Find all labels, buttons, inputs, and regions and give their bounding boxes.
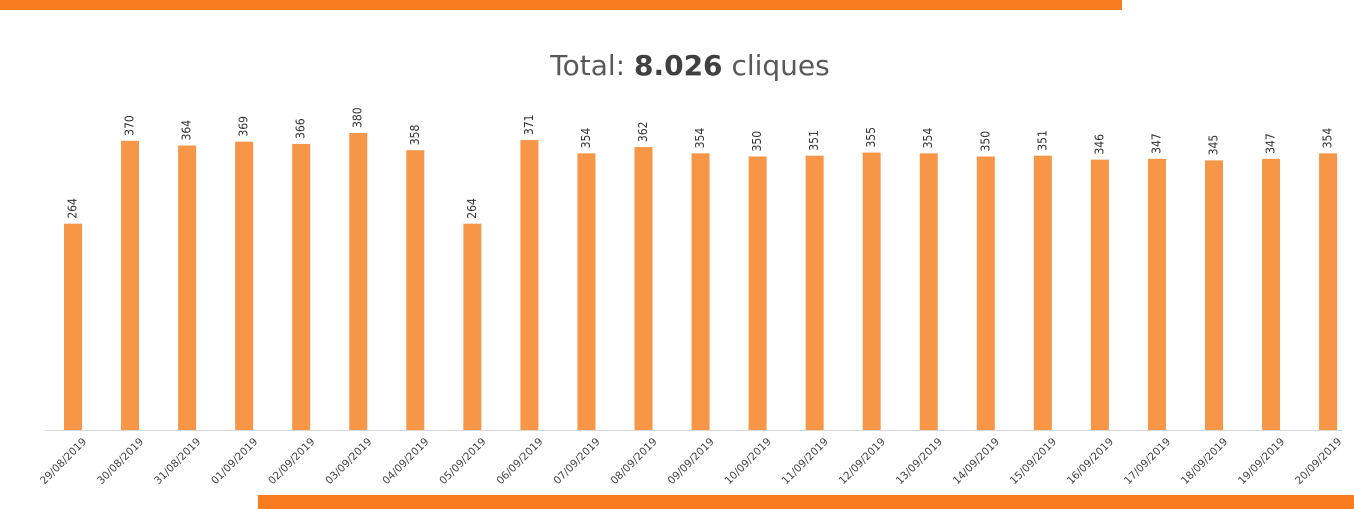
- bar: [634, 147, 653, 431]
- data-label: 358: [408, 124, 422, 145]
- bar: [976, 156, 995, 430]
- x-tick-label: 15/09/2019: [1008, 436, 1059, 487]
- x-tick-label: 16/09/2019: [1065, 436, 1116, 487]
- top-banner: [0, 0, 1122, 10]
- x-tick-label: 03/09/2019: [323, 436, 374, 487]
- x-tick-label: 07/09/2019: [551, 436, 602, 487]
- data-label: 351: [807, 130, 821, 151]
- bar: [178, 145, 197, 430]
- bar: [1147, 158, 1166, 430]
- title-label: Total:: [549, 49, 625, 82]
- data-label: 345: [1207, 135, 1221, 156]
- bar: [463, 223, 482, 430]
- data-label: 366: [294, 118, 308, 139]
- x-tick-label: 05/09/2019: [437, 436, 488, 487]
- data-label: 370: [123, 115, 137, 136]
- x-tick-label: 31/08/2019: [152, 436, 203, 487]
- x-tick-label: 10/09/2019: [723, 436, 774, 487]
- x-tick-label: 29/08/2019: [38, 436, 89, 487]
- bar: [1319, 153, 1338, 430]
- bar: [235, 141, 254, 430]
- x-tick-label: 11/09/2019: [780, 436, 831, 487]
- data-label: 351: [1035, 130, 1049, 151]
- bar: [406, 150, 425, 430]
- x-tick-label: 17/09/2019: [1122, 436, 1173, 487]
- data-label: 346: [1092, 134, 1106, 155]
- title-unit: cliques: [731, 49, 829, 82]
- x-tick-label: 18/09/2019: [1179, 436, 1230, 487]
- data-label: 371: [522, 114, 536, 135]
- bar: [1262, 158, 1281, 430]
- x-tick-label: 19/09/2019: [1236, 436, 1287, 487]
- bar: [64, 223, 82, 430]
- data-label: 264: [66, 198, 80, 219]
- bar: [520, 140, 539, 430]
- x-tick-label: 08/09/2019: [608, 436, 659, 487]
- x-tick-label: 20/09/2019: [1293, 436, 1344, 487]
- bar: [121, 140, 140, 430]
- bar: [862, 152, 881, 430]
- data-label: 347: [1264, 133, 1278, 154]
- data-label: 264: [465, 198, 479, 219]
- bar: [691, 153, 710, 430]
- bar: [919, 153, 938, 430]
- data-label: 355: [864, 127, 878, 148]
- chart-title: Total: 8.026 cliques: [549, 49, 830, 82]
- data-label: 364: [180, 120, 194, 141]
- x-tick-label: 06/09/2019: [494, 436, 545, 487]
- bottom-banner: [258, 495, 1354, 509]
- bar: [349, 133, 368, 430]
- x-tick-label: 01/09/2019: [209, 436, 260, 487]
- x-tick-label: 04/09/2019: [380, 436, 431, 487]
- data-label: 362: [636, 121, 650, 142]
- x-tick-label: 02/09/2019: [266, 436, 317, 487]
- data-label: 350: [978, 131, 992, 152]
- data-label: 354: [1321, 128, 1335, 149]
- bar: [1205, 160, 1223, 430]
- x-tick-label: 14/09/2019: [951, 436, 1002, 487]
- x-tick-label: 12/09/2019: [837, 436, 888, 487]
- data-label: 354: [693, 128, 707, 149]
- bar: [748, 156, 767, 430]
- bar: [1033, 155, 1052, 431]
- bar: [577, 153, 596, 430]
- data-label: 347: [1149, 133, 1163, 154]
- x-tick-label: 09/09/2019: [666, 436, 717, 487]
- data-label: 354: [579, 128, 593, 149]
- x-tick-label: 13/09/2019: [894, 436, 945, 487]
- bar: [805, 155, 824, 431]
- x-tick-label: 30/08/2019: [95, 436, 146, 487]
- bar: [292, 143, 311, 430]
- title-total: 8.026: [634, 49, 723, 82]
- bar: [1090, 159, 1109, 430]
- data-label: 350: [750, 131, 764, 152]
- data-label: 380: [351, 107, 365, 128]
- data-label: 369: [237, 116, 251, 137]
- data-label: 354: [921, 128, 935, 149]
